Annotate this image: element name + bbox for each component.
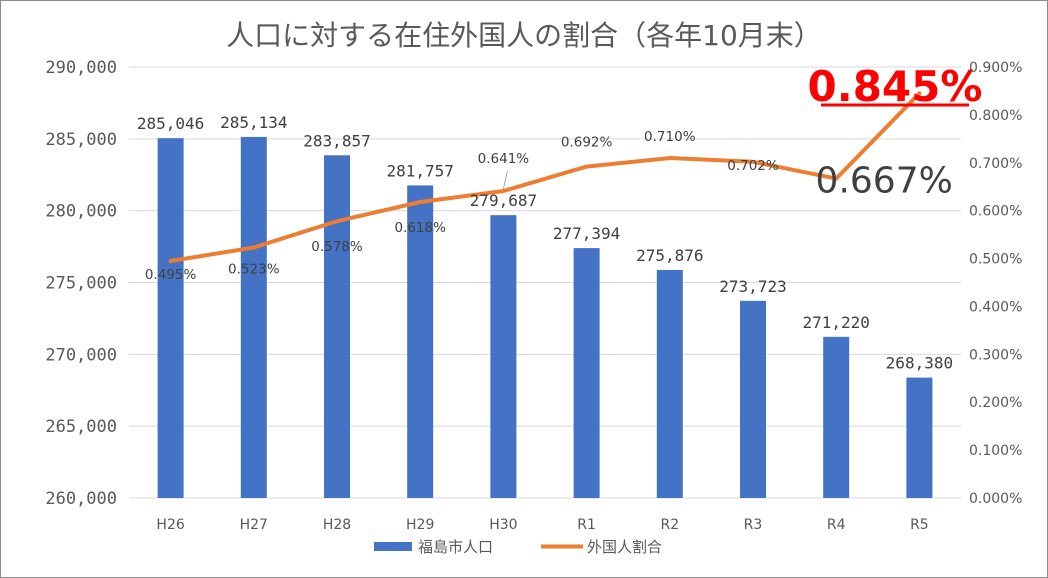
bar-data-label: 279,687 — [470, 191, 537, 210]
bar — [407, 185, 434, 498]
bar-data-labels: 285,046 285,134 283,857 281,757 279,687 277,3… — [137, 113, 953, 373]
legend-label-line: 外国人割合 — [587, 538, 662, 556]
bar — [823, 336, 850, 498]
x-tick-label: H26 — [156, 517, 184, 533]
right-tick-label: 0.300% — [969, 347, 1022, 363]
left-tick-label: 270,000 — [45, 345, 117, 365]
bar — [240, 136, 267, 498]
bar — [490, 215, 517, 498]
right-tick-label: 0.900% — [969, 60, 1022, 76]
bar — [906, 377, 933, 498]
right-axis: 0.000% 0.100% 0.200% 0.300% 0.400% 0.500% 0.60… — [969, 60, 1022, 507]
line-data-label: 0.495% — [145, 267, 197, 283]
line-data-label: 0.710% — [644, 129, 696, 145]
right-tick-label: 0.700% — [969, 156, 1022, 172]
gridlines — [129, 66, 961, 499]
line-data-label: 0.578% — [311, 239, 363, 255]
x-tick-label: R3 — [744, 517, 763, 533]
line-data-label: 0.618% — [394, 220, 446, 236]
right-tick-label: 0.200% — [969, 395, 1022, 411]
bar-series — [157, 136, 933, 498]
bar-data-label: 273,723 — [719, 277, 786, 296]
line-series — [168, 91, 922, 263]
x-axis: H26 H27 H28 H29 H30 R1 R2 R3 R4 R5 — [156, 517, 928, 533]
x-tick-label: R5 — [910, 517, 929, 533]
right-tick-label: 0.100% — [969, 443, 1022, 459]
label-leader-line — [502, 170, 508, 190]
x-tick-label: H28 — [323, 517, 351, 533]
left-tick-label: 275,000 — [45, 274, 117, 294]
left-tick-label: 285,000 — [45, 130, 117, 150]
line-data-label-highlight: 0.667% — [816, 161, 953, 202]
left-tick-label: 280,000 — [45, 202, 117, 222]
bar — [573, 248, 600, 498]
x-tick-label: R1 — [577, 517, 596, 533]
bar — [157, 138, 184, 498]
bar-data-label: 285,046 — [137, 114, 204, 133]
left-tick-label: 265,000 — [45, 417, 117, 437]
x-tick-label: H27 — [240, 517, 268, 533]
legend: 福島市人口 外国人割合 — [374, 538, 662, 556]
right-tick-label: 0.400% — [969, 299, 1022, 315]
legend-swatch-bar — [374, 542, 412, 551]
right-tick-label: 0.000% — [969, 491, 1022, 507]
bar-data-label: 271,220 — [802, 313, 869, 332]
legend-label-bar: 福島市人口 — [418, 538, 493, 556]
line-data-label-emphasis: 0.845% — [808, 62, 983, 111]
line-path — [168, 91, 922, 263]
line-data-label: 0.692% — [561, 135, 613, 151]
line-data-label: 0.702% — [727, 158, 779, 174]
bar-data-label: 275,876 — [636, 246, 703, 265]
right-tick-label: 0.500% — [969, 252, 1022, 268]
bar-data-label: 285,134 — [220, 113, 287, 132]
right-tick-label: 0.600% — [969, 204, 1022, 220]
left-tick-label: 260,000 — [45, 489, 117, 509]
right-tick-label: 0.800% — [969, 108, 1022, 124]
x-tick-label: H30 — [489, 517, 517, 533]
bar-data-label: 283,857 — [303, 131, 370, 150]
bar — [324, 155, 350, 498]
chart-title: 人口に対する在住外国人の割合（各年10月末） — [226, 19, 822, 52]
x-tick-label: H29 — [406, 517, 434, 533]
left-axis: 260,000 265,000 270,000 275,000 280,000 285,0… — [45, 58, 117, 509]
x-tick-label: R4 — [827, 517, 846, 533]
line-data-label: 0.641% — [478, 151, 530, 167]
bar — [740, 300, 766, 498]
line-data-label: 0.523% — [228, 262, 280, 278]
bar — [656, 269, 683, 498]
bar-data-label: 277,394 — [553, 224, 620, 243]
bar-data-label: 281,757 — [386, 161, 453, 180]
bar-data-label: 268,380 — [886, 354, 953, 373]
line-data-labels: 0.495% 0.523% 0.578% 0.618% 0.641% 0.692% 0.71… — [145, 62, 983, 283]
x-tick-label: R2 — [660, 517, 679, 533]
left-tick-label: 290,000 — [45, 58, 117, 78]
